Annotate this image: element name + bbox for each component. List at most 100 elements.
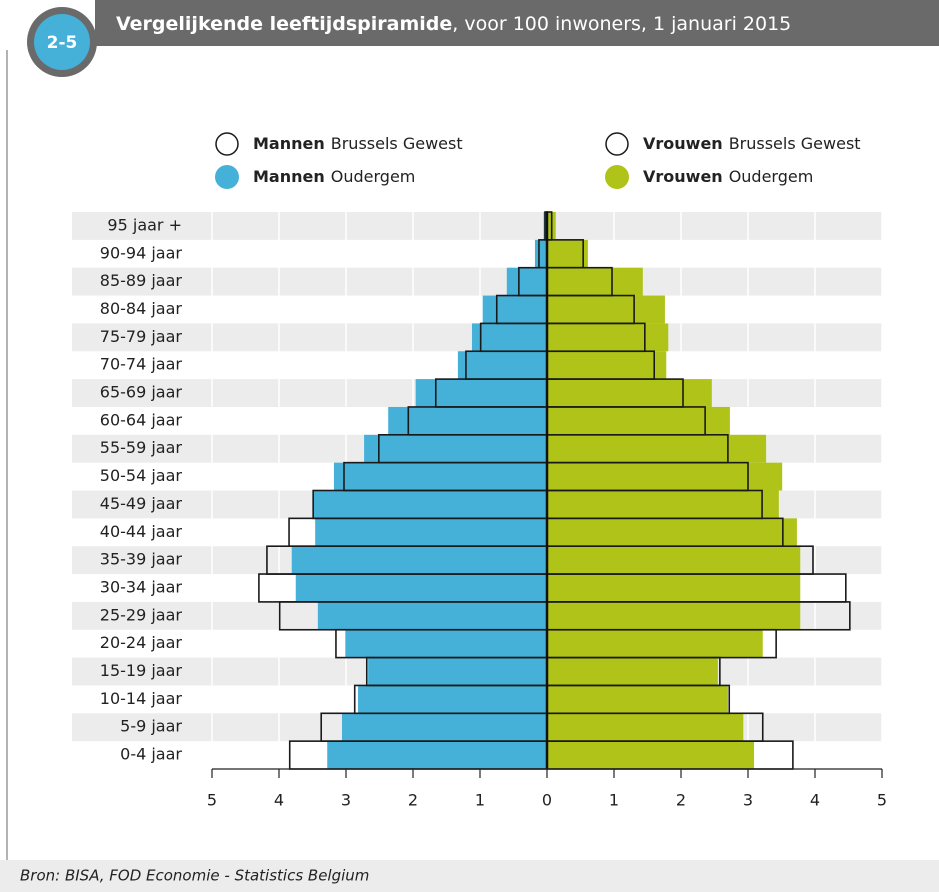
bar bbox=[547, 490, 779, 519]
y-tick-label: 10-14 jaar bbox=[100, 689, 183, 708]
y-tick-label: 95 jaar + bbox=[107, 215, 182, 234]
legend-name: Mannen bbox=[253, 134, 325, 153]
legend-label: Mannen Oudergem bbox=[253, 167, 415, 186]
bar bbox=[547, 462, 783, 491]
y-tick-label: 20-24 jaar bbox=[100, 633, 183, 652]
y-tick-label: 30-34 jaar bbox=[100, 577, 183, 596]
bar bbox=[333, 462, 547, 491]
bar bbox=[534, 239, 547, 268]
x-tick-label: 1 bbox=[475, 791, 485, 810]
badge-label: 2-5 bbox=[47, 33, 78, 53]
y-tick-label: 70-74 jaar bbox=[100, 355, 183, 374]
bar bbox=[364, 434, 547, 463]
row-band bbox=[72, 267, 882, 296]
bar bbox=[547, 713, 744, 742]
bar bbox=[547, 657, 718, 686]
bar bbox=[547, 267, 643, 296]
legend-name: Vrouwen bbox=[643, 134, 723, 153]
bar bbox=[482, 295, 547, 324]
header-bar bbox=[95, 0, 939, 46]
legend-name: Mannen bbox=[253, 167, 325, 186]
y-tick-label: 40-44 jaar bbox=[100, 522, 183, 541]
bar bbox=[368, 657, 547, 686]
legend-swatch bbox=[605, 165, 629, 189]
bar bbox=[547, 601, 801, 630]
y-tick-label: 85-89 jaar bbox=[100, 271, 183, 290]
title-bold: Vergelijkende leeftijdspiramide bbox=[116, 13, 452, 35]
x-tick-label: 3 bbox=[341, 791, 351, 810]
legend-swatch bbox=[605, 132, 629, 156]
y-tick-label: 0-4 jaar bbox=[120, 745, 182, 764]
y-tick-label: 60-64 jaar bbox=[100, 410, 183, 429]
bar bbox=[547, 518, 797, 547]
bar bbox=[547, 741, 755, 769]
bar bbox=[291, 546, 547, 575]
x-tick-label: 0 bbox=[542, 791, 552, 810]
bar bbox=[388, 406, 547, 435]
bar bbox=[547, 323, 669, 352]
legend-label: Mannen Brussels Gewest bbox=[253, 134, 463, 153]
y-tick-label: 55-59 jaar bbox=[100, 438, 183, 457]
bar bbox=[547, 434, 767, 463]
title-rest: , voor 100 inwoners, 1 januari 2015 bbox=[452, 13, 791, 35]
bar bbox=[317, 601, 547, 630]
bar bbox=[345, 629, 547, 658]
bar bbox=[547, 685, 728, 714]
legend-region: Oudergem bbox=[331, 167, 416, 186]
y-tick-label: 15-19 jaar bbox=[100, 661, 183, 680]
chart-title: Vergelijkende leeftijdspiramide, voor 10… bbox=[116, 13, 791, 35]
bar bbox=[358, 685, 547, 714]
bar bbox=[547, 546, 801, 575]
x-tick-label: 5 bbox=[207, 791, 217, 810]
bar bbox=[315, 518, 547, 547]
bar bbox=[547, 574, 801, 602]
bar bbox=[547, 239, 588, 268]
legend-swatch bbox=[215, 165, 239, 189]
bar bbox=[471, 323, 547, 352]
bar bbox=[295, 574, 547, 602]
y-tick-label: 45-49 jaar bbox=[100, 494, 183, 513]
bar bbox=[506, 267, 547, 296]
bar bbox=[547, 351, 667, 380]
legend-entry: Vrouwen Brussels Gewest bbox=[605, 132, 861, 156]
x-tick-label: 1 bbox=[609, 791, 619, 810]
legend-region: Brussels Gewest bbox=[729, 134, 861, 153]
legend-region: Oudergem bbox=[729, 167, 814, 186]
legend-entry: Vrouwen Oudergem bbox=[605, 165, 813, 189]
bar bbox=[547, 629, 763, 658]
badge bbox=[34, 14, 90, 70]
x-tick-label: 4 bbox=[810, 791, 820, 810]
y-tick-label: 25-29 jaar bbox=[100, 605, 183, 624]
bar bbox=[547, 379, 712, 407]
row-band bbox=[72, 212, 882, 240]
y-tick-label: 75-79 jaar bbox=[100, 327, 183, 346]
legend-region: Brussels Gewest bbox=[331, 134, 463, 153]
legend-swatch bbox=[215, 132, 239, 156]
y-tick-label: 90-94 jaar bbox=[100, 243, 183, 262]
footer-bar bbox=[0, 860, 939, 892]
y-tick-label: 35-39 jaar bbox=[100, 550, 183, 569]
y-tick-label: 5-9 jaar bbox=[120, 717, 182, 736]
legend-label: Vrouwen Oudergem bbox=[643, 167, 813, 186]
x-tick-label: 2 bbox=[408, 791, 418, 810]
legend-label: Vrouwen Brussels Gewest bbox=[643, 134, 861, 153]
x-tick-label: 3 bbox=[743, 791, 753, 810]
x-tick-label: 5 bbox=[877, 791, 887, 810]
bar bbox=[415, 379, 547, 407]
legend-name: Vrouwen bbox=[643, 167, 723, 186]
x-tick-label: 2 bbox=[676, 791, 686, 810]
y-tick-label: 50-54 jaar bbox=[100, 466, 183, 485]
source: Bron: BISA, FOD Economie - Statistics Be… bbox=[20, 867, 369, 885]
legend-entry: Mannen Oudergem bbox=[215, 165, 415, 189]
bar bbox=[547, 406, 730, 435]
bar bbox=[313, 490, 547, 519]
bar bbox=[457, 351, 547, 380]
legend-entry: Mannen Brussels Gewest bbox=[215, 132, 463, 156]
y-tick-label: 65-69 jaar bbox=[100, 383, 183, 402]
x-tick-label: 4 bbox=[274, 791, 284, 810]
bar bbox=[341, 713, 547, 742]
y-tick-label: 80-84 jaar bbox=[100, 299, 183, 318]
bar bbox=[547, 295, 665, 324]
